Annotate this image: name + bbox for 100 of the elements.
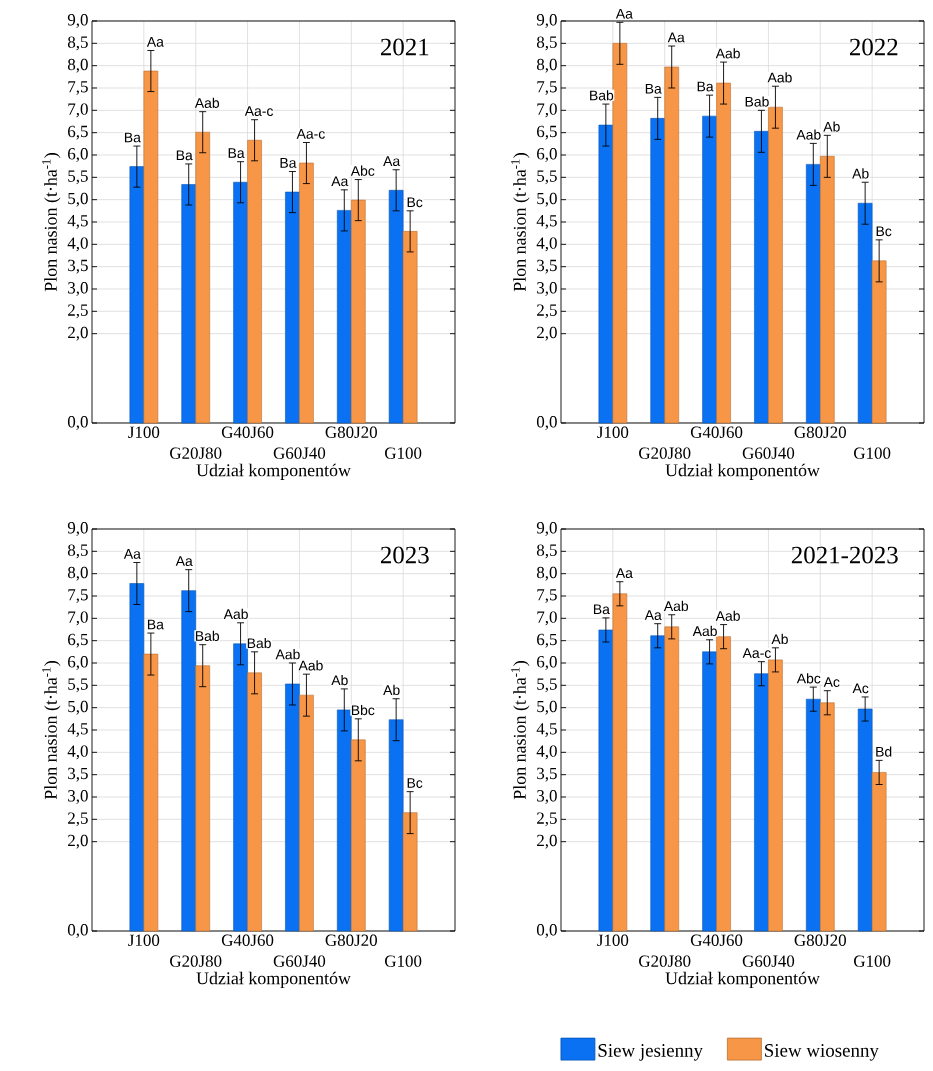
x-tick-label: G20J80 bbox=[639, 447, 691, 459]
y-tick-label: 5,5 bbox=[68, 170, 88, 185]
bar bbox=[871, 260, 887, 424]
y-tick-label: 0,0 bbox=[67, 416, 88, 430]
y-tick-label: 8,5 bbox=[67, 544, 88, 559]
bar bbox=[402, 812, 418, 932]
data-label: Abc bbox=[350, 165, 375, 176]
data-label: Aa bbox=[667, 32, 685, 43]
y-tick-label: 6,0 bbox=[68, 656, 88, 670]
y-tick-label: 5,0 bbox=[537, 700, 557, 715]
y-tick-label: 4,5 bbox=[67, 215, 88, 229]
data-label: Aa bbox=[146, 37, 164, 47]
y-axis-title: Plon nasion (t·ha$^{-1}$) bbox=[42, 153, 61, 292]
data-label: Bc bbox=[876, 226, 892, 237]
bar bbox=[805, 698, 821, 932]
x-tick-label: G100 bbox=[854, 955, 891, 967]
data-label: Ac bbox=[852, 683, 869, 694]
y-axis-title: Plon nasion (t·ha$^{-1}$) bbox=[511, 661, 530, 800]
y-tick-label: 2,0 bbox=[68, 326, 88, 341]
x-tick-label: G60J40 bbox=[273, 447, 326, 459]
y-tick-label: 3,5 bbox=[68, 259, 88, 274]
data-label: Aab bbox=[298, 660, 323, 671]
bar bbox=[143, 653, 159, 932]
y-tick-label: 8,5 bbox=[67, 36, 88, 51]
bar bbox=[402, 231, 418, 424]
data-label: Bbc bbox=[351, 704, 375, 716]
y-tick-label: 3,5 bbox=[68, 767, 88, 782]
bar bbox=[768, 659, 783, 932]
x-tick-label: G40J60 bbox=[690, 934, 743, 946]
x-tick-label: G40J60 bbox=[221, 426, 274, 438]
bar bbox=[195, 665, 211, 932]
bar bbox=[299, 694, 314, 932]
x-tick-label: G80J20 bbox=[325, 934, 377, 946]
x-tick-label: G40J60 bbox=[690, 426, 743, 438]
y-tick-label: 8,0 bbox=[67, 58, 88, 73]
y-tick-label: 7,5 bbox=[68, 81, 88, 95]
data-label: Aab bbox=[715, 48, 740, 59]
data-label: Ba bbox=[697, 81, 714, 92]
bar bbox=[805, 164, 821, 424]
y-tick-label: 4,5 bbox=[536, 723, 557, 737]
bar bbox=[129, 583, 145, 932]
data-label: Ba bbox=[228, 148, 245, 158]
bar bbox=[612, 43, 628, 424]
text: 2023 bbox=[380, 546, 429, 564]
bar bbox=[350, 739, 366, 932]
y-tick-label: 3,0 bbox=[68, 790, 88, 804]
bar bbox=[819, 702, 835, 932]
y-tick-label: 7,0 bbox=[68, 103, 88, 118]
y-tick-label: 7,5 bbox=[537, 589, 557, 603]
bar bbox=[598, 124, 614, 424]
y-tick-label: 3,5 bbox=[537, 767, 557, 782]
x-tick-label: G20J80 bbox=[639, 955, 691, 967]
y-tick-label: 0,0 bbox=[536, 924, 557, 938]
y-axis-title: Plon nasion (t·ha$^{-1}$) bbox=[511, 153, 530, 292]
y-tick-label: 6,5 bbox=[537, 125, 557, 140]
data-label: Aa bbox=[123, 549, 141, 559]
y-tick-label: 2,5 bbox=[68, 304, 88, 319]
x-tick-label: G80J20 bbox=[794, 934, 846, 946]
data-label: Aa bbox=[615, 568, 633, 579]
x-axis-title: Udział komponentów bbox=[196, 463, 351, 480]
y-tick-label: 4,5 bbox=[536, 215, 557, 229]
bar bbox=[195, 131, 211, 424]
bar bbox=[388, 189, 404, 424]
x-tick-label: G80J20 bbox=[794, 426, 846, 438]
data-label: Bab bbox=[745, 96, 769, 107]
data-label: Aab bbox=[663, 600, 689, 612]
x-tick-label: G60J40 bbox=[742, 955, 795, 967]
x-tick-label: G60J40 bbox=[273, 955, 326, 967]
bar bbox=[247, 672, 262, 932]
data-label: Bd bbox=[876, 746, 892, 757]
y-tick-label: 8,0 bbox=[536, 566, 557, 581]
data-label: Ab bbox=[823, 121, 840, 132]
y-tick-label: 2,5 bbox=[537, 304, 557, 319]
data-label: Bab bbox=[247, 637, 271, 649]
data-label: Ba bbox=[280, 158, 297, 168]
x-tick-label: J100 bbox=[128, 934, 160, 946]
data-label: Ab bbox=[852, 168, 869, 179]
data-label: Bab bbox=[195, 630, 220, 641]
y-tick-label: 5,5 bbox=[537, 678, 557, 693]
bar bbox=[819, 156, 835, 424]
data-label: Ba bbox=[124, 132, 141, 143]
bar bbox=[857, 202, 873, 424]
y-tick-label: 3,5 bbox=[537, 259, 557, 274]
y-tick-label: 9,0 bbox=[536, 14, 557, 28]
bar bbox=[143, 70, 159, 424]
data-label: Bc bbox=[407, 197, 423, 208]
y-tick-label: 2,5 bbox=[537, 812, 557, 827]
y-tick-label: 8,5 bbox=[536, 544, 557, 559]
x-tick-label: J100 bbox=[128, 426, 160, 438]
x-tick-label: G100 bbox=[385, 447, 422, 459]
y-tick-label: 5,0 bbox=[537, 192, 557, 207]
bar bbox=[857, 708, 873, 932]
y-tick-label: 4,0 bbox=[536, 745, 557, 760]
data-label: Aa bbox=[615, 8, 633, 19]
data-label: Aab bbox=[715, 610, 740, 621]
data-label: Aa-c bbox=[296, 129, 325, 139]
bar bbox=[871, 772, 887, 932]
data-label: Aab bbox=[194, 97, 220, 108]
legend-label: Siew wiosenny bbox=[765, 1044, 879, 1061]
y-tick-label: 6,5 bbox=[537, 633, 557, 648]
